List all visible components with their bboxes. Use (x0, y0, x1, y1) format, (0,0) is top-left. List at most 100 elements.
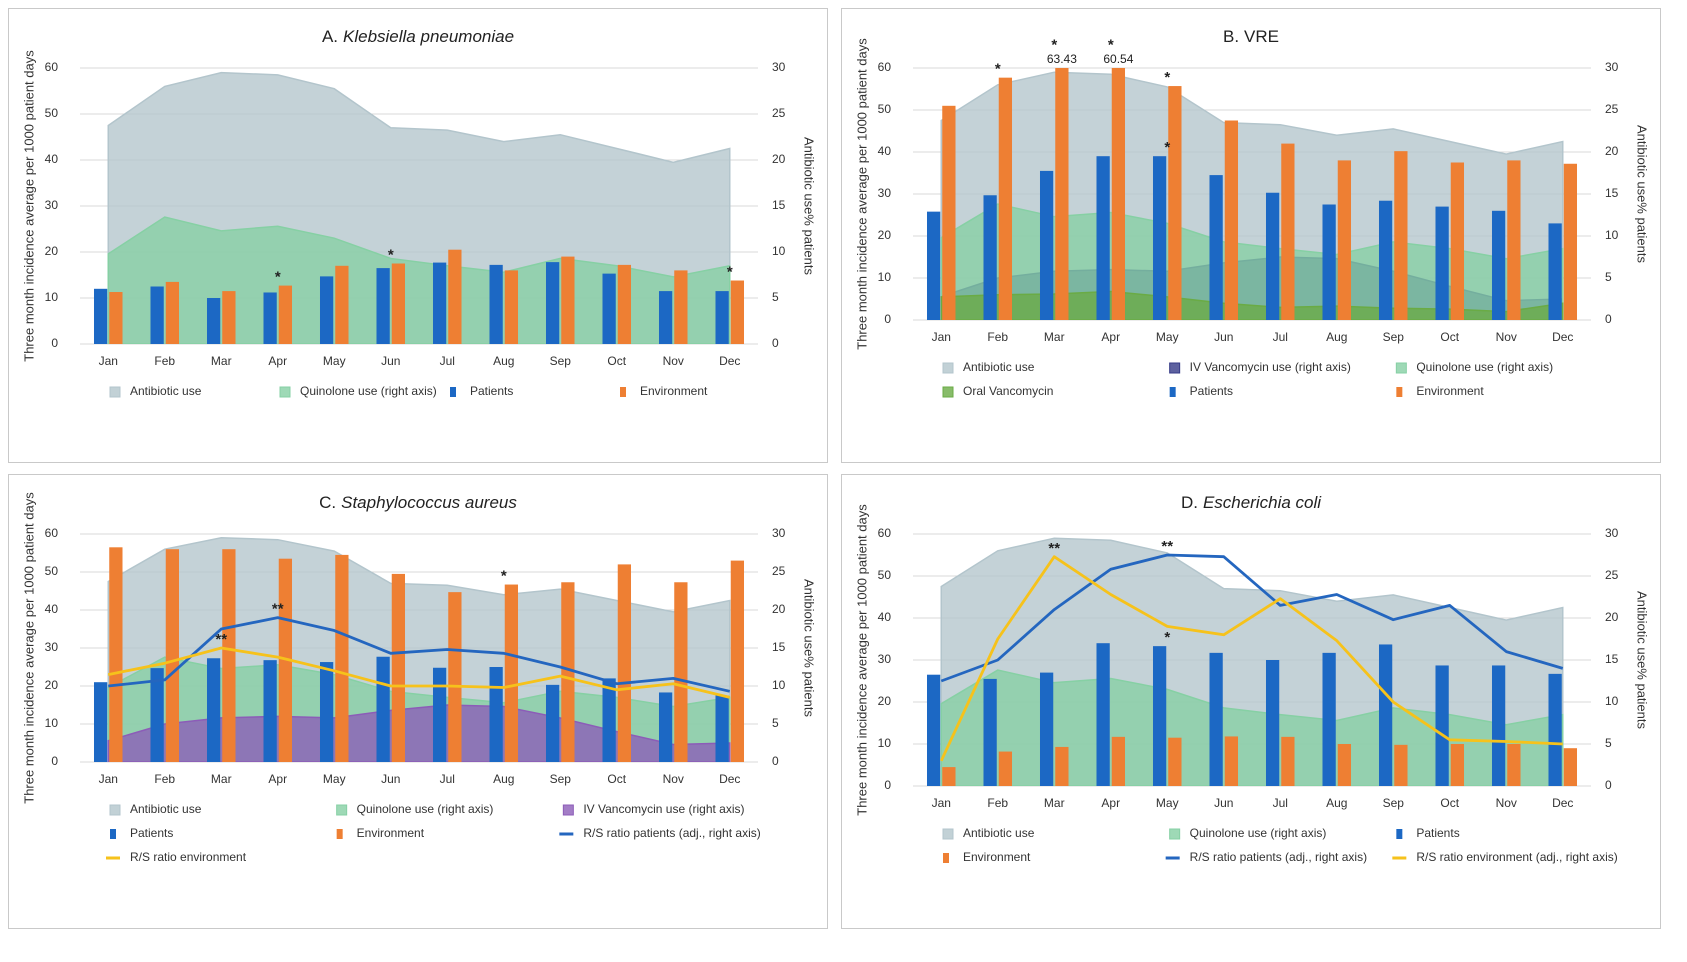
y2-tick-label: 0 (772, 336, 779, 350)
y-tick-label: 50 (878, 102, 892, 116)
y2-tick-label: 25 (772, 106, 786, 120)
y2-axis-label: Antibiotic use% patients (802, 137, 817, 276)
y2-tick-label: 5 (1605, 270, 1612, 284)
y2-tick-label: 0 (1605, 312, 1612, 326)
title-text: Staphylococcus aureus (341, 493, 517, 512)
y2-tick-label: 25 (1605, 102, 1619, 116)
legend-swatch (1169, 387, 1176, 397)
y-tick-label: 20 (878, 694, 892, 708)
bar (1209, 652, 1223, 786)
bar (1152, 646, 1167, 786)
y-tick-label: 60 (45, 60, 59, 74)
bar (206, 658, 221, 762)
bar (222, 549, 236, 762)
annotation: ** (1048, 540, 1060, 557)
bar (998, 751, 1013, 786)
title-text: Klebsiella pneumoniae (343, 27, 514, 46)
legend-swatch (620, 387, 626, 397)
x-tick-label: Sep (550, 354, 572, 368)
legend-label: R/S ratio environment (adj., right axis) (1416, 850, 1617, 864)
y-tick-label: 0 (884, 312, 891, 326)
y-tick-label: 30 (45, 640, 59, 654)
bar (1224, 120, 1239, 320)
y2-tick-label: 5 (1605, 736, 1612, 750)
legend-swatch (942, 386, 954, 398)
plot-area (926, 68, 1578, 320)
x-tick-label: Aug (493, 772, 514, 786)
legend-label: Antibiotic use (963, 826, 1035, 840)
bar (942, 105, 956, 320)
legend-label: Antibiotic use (130, 384, 202, 398)
bar (263, 292, 277, 344)
legend-label: Patients (130, 826, 173, 840)
x-tick-label: Jan (99, 354, 118, 368)
legend-swatch (943, 853, 949, 863)
y2-tick-label: 10 (1605, 694, 1619, 708)
legend-label: Quinolone use (right axis) (300, 384, 437, 398)
bar (278, 285, 293, 344)
bar (1055, 746, 1069, 786)
legend-swatch (336, 829, 343, 839)
bar (432, 262, 447, 344)
x-tick-label: Sep (1383, 796, 1405, 810)
legend-swatch (942, 362, 954, 374)
legend-label: Environment (963, 850, 1031, 864)
y-tick-label: 60 (45, 526, 59, 540)
legend-swatch (1395, 362, 1407, 374)
line (107, 646, 731, 699)
x-tick-label: Jun (381, 772, 400, 786)
y-axis-label: Three month incidence average per 1000 p… (21, 492, 36, 804)
x-tick-label: Apr (1101, 330, 1120, 344)
bar (983, 195, 997, 320)
y2-tick-label: 10 (1605, 228, 1619, 242)
bar (1394, 744, 1408, 786)
legend-label: Environment (1416, 384, 1484, 398)
legend-swatch (1169, 828, 1181, 840)
bar (448, 592, 462, 762)
y-tick-label: 0 (51, 336, 58, 350)
y2-tick-label: 5 (772, 290, 779, 304)
legend-swatch (1169, 362, 1181, 374)
legend-swatch (109, 804, 121, 816)
y2-tick-label: 15 (772, 640, 786, 654)
bar (1039, 170, 1054, 320)
plot-area (926, 537, 1578, 786)
bar (376, 268, 390, 344)
bar (1265, 192, 1280, 320)
bar (504, 270, 519, 344)
value-label: 60.54 (1103, 52, 1133, 66)
y-tick-label: 30 (878, 652, 892, 666)
x-tick-label: Aug (1326, 796, 1347, 810)
y2-tick-label: 0 (772, 754, 779, 768)
annotation: * (275, 269, 281, 286)
bar (1111, 68, 1126, 320)
legend-label: Patients (470, 384, 513, 398)
bar (504, 584, 519, 762)
x-tick-label: Feb (154, 772, 175, 786)
annotation: * (1108, 37, 1114, 54)
bar (489, 667, 503, 762)
x-tick-label: Nov (663, 354, 684, 368)
legend: Antibiotic use IV Vancomycin use (right a… (942, 360, 1553, 398)
title-text: Escherichia coli (1203, 493, 1322, 512)
title-panel: B. (1223, 27, 1239, 46)
bar (1378, 200, 1393, 320)
y-tick-label: 40 (45, 152, 59, 166)
bar (1168, 86, 1182, 320)
panel: D. Escherichia coli Three month incidence … (841, 474, 1661, 929)
bar (658, 291, 673, 344)
y-tick-label: 60 (878, 60, 892, 74)
bar (222, 291, 236, 344)
legend-label: Quinolone use (right axis) (357, 802, 494, 816)
chart-title: A. Klebsiella pneumoniae (322, 27, 514, 46)
x-tick-label: Feb (987, 330, 1008, 344)
bar (674, 270, 688, 344)
bar (1491, 665, 1506, 786)
bar (1507, 744, 1521, 786)
legend-label: Patients (1416, 826, 1459, 840)
annotation: * (1164, 69, 1170, 86)
bar (1152, 156, 1167, 320)
bar (391, 573, 406, 762)
x-tick-label: Nov (1496, 330, 1517, 344)
